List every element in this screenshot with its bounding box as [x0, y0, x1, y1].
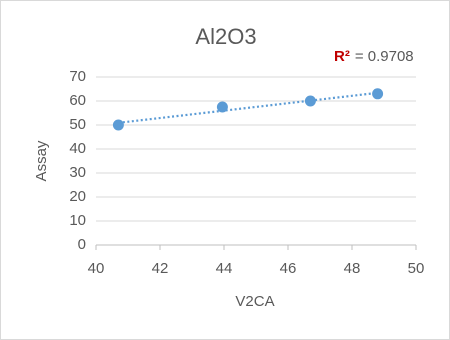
x-tick-label: 48	[344, 260, 361, 277]
y-tick-label: 40	[69, 140, 86, 157]
trendline	[118, 91, 378, 124]
x-tick-label: 46	[280, 260, 297, 277]
y-tick-label: 10	[69, 212, 86, 229]
x-axis-label: V2CA	[235, 293, 274, 310]
y-tick-label: 20	[69, 188, 86, 205]
point	[304, 95, 316, 107]
annotation-label: R²	[334, 48, 350, 65]
x-tick-label: 50	[408, 260, 425, 277]
y-axis-label: Assay	[33, 140, 50, 181]
chart-title: Al2O3	[195, 24, 256, 49]
x-tick-label: 40	[88, 260, 105, 277]
y-tick-label: 50	[69, 116, 86, 133]
annotation: R² = 0.9708	[334, 48, 414, 65]
y-tick-label: 60	[69, 92, 86, 109]
y-tick-label: 30	[69, 164, 86, 181]
x-tick-label: 44	[216, 260, 233, 277]
point	[112, 119, 124, 131]
y-tick-label: 0	[78, 236, 86, 253]
x-tick-label: 42	[152, 260, 169, 277]
annotation-text: = 0.9708	[355, 48, 414, 65]
y-tick-label: 70	[69, 68, 86, 85]
point	[216, 101, 228, 113]
point	[372, 88, 384, 100]
